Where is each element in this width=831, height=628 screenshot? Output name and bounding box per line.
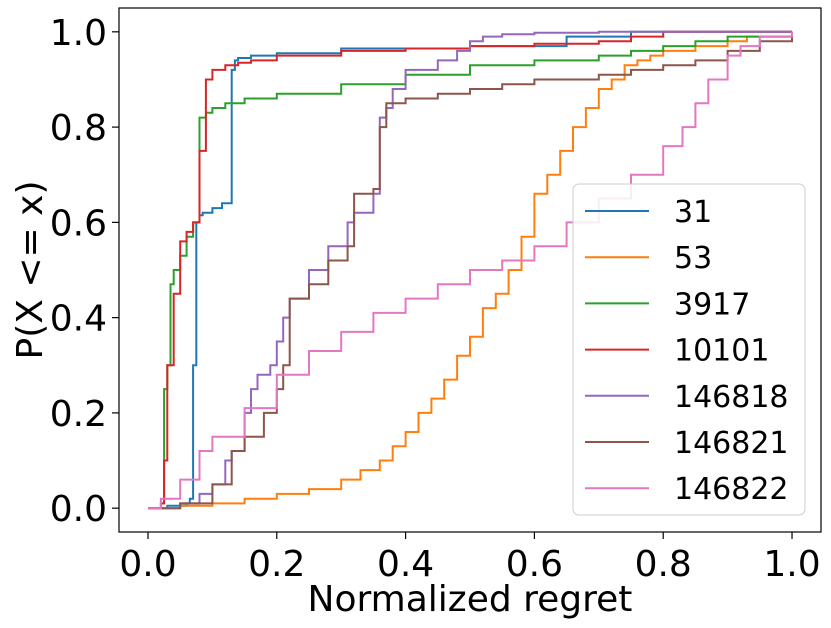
series-line-10101 [148,30,792,510]
x-tick-label: 0.0 [119,544,176,585]
plot-frame [118,7,822,533]
x-tick-label: 0.8 [635,544,692,585]
legend-label-146822: 146822 [674,472,789,507]
series-line-53 [148,31,793,510]
y-axis: 0.0 0.2 0.4 0.6 0.8 1.0 [50,13,119,530]
y-tick-label: 0.8 [50,108,107,149]
legend-label-31: 31 [674,195,712,230]
legend-label-53: 53 [674,241,712,276]
legend-label-3917: 3917 [674,287,750,322]
series-line-146822 [148,31,793,510]
x-tick-label: 1.0 [763,544,820,585]
series-line-3917 [148,31,793,510]
legend-label-146818: 146818 [674,380,789,415]
legend-label-146821: 146821 [674,426,789,461]
y-tick-label: 1.0 [50,13,107,54]
x-tick-label: 0.4 [377,544,434,585]
legend-items: 31 53 3917 10101 146818 146821 146822 [585,195,789,507]
legend-box [572,183,806,516]
x-axis: 0.0 0.2 0.4 0.6 0.8 1.0 [119,532,821,585]
legend-label-10101: 10101 [674,334,769,369]
y-tick-label: 0.0 [50,489,107,530]
x-tick-label: 0.6 [506,544,563,585]
series-line-146821 [148,31,793,510]
y-tick-label: 0.6 [50,203,107,244]
series-layer [148,30,793,510]
y-axis-title: P(X <= x) [10,181,51,360]
legend: 31 53 3917 10101 146818 146821 146822 [572,183,806,516]
x-tick-label: 0.2 [248,544,305,585]
y-tick-label: 0.4 [50,299,107,340]
y-tick-label: 0.2 [50,394,107,435]
x-axis-title: Normalized regret [308,579,633,620]
